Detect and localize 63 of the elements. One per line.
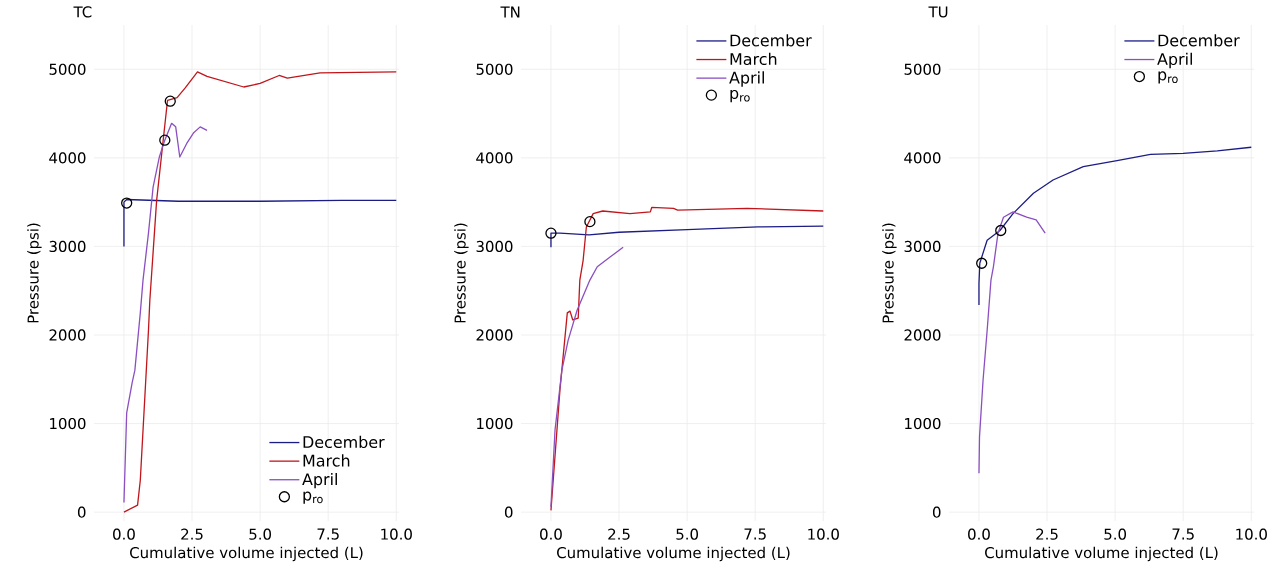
y-tick-label: 0 xyxy=(77,506,86,518)
y-tick-label: 0 xyxy=(504,506,513,518)
x-tick-label: 2.5 xyxy=(1036,528,1058,540)
legend-label: March xyxy=(303,454,350,467)
y-axis-title: Pressure (psi) xyxy=(27,223,42,323)
x-tick-label: 7.5 xyxy=(317,528,339,540)
point xyxy=(164,95,176,107)
x-tick-label: 2.5 xyxy=(181,528,203,540)
legend-label: p$_{ro}$ xyxy=(730,89,750,103)
y-tick-label: 5000 xyxy=(49,63,86,75)
line-series xyxy=(978,146,1252,306)
x-axis-title: Cumulative volume injected (L) xyxy=(557,546,790,562)
x-tick-label: 2.5 xyxy=(608,528,630,540)
x-tick-label: 0.0 xyxy=(540,528,562,540)
x-axis-title: Cumulative volume injected (L) xyxy=(130,546,363,562)
legend-label: December xyxy=(1158,34,1240,47)
y-tick-label: 1000 xyxy=(477,417,513,430)
y-tick-label: 4000 xyxy=(49,152,86,164)
line-series xyxy=(123,122,208,504)
x-tick-label: 0.0 xyxy=(968,528,990,540)
x-axis-title: Cumulative volume injected (L) xyxy=(985,546,1218,562)
y-axis-title: Pressure (psi) xyxy=(454,223,469,323)
y-tick-label: 2000 xyxy=(49,329,86,341)
y-tick-label: 4000 xyxy=(476,152,513,164)
legend-label: p$_{ro}$ xyxy=(303,491,323,504)
y-tick-label: 3000 xyxy=(49,240,86,253)
point xyxy=(121,197,133,209)
y-tick-label: 1000 xyxy=(905,417,941,430)
chart-title: TU xyxy=(928,6,948,18)
x-tick-label: 10.0 xyxy=(808,528,839,540)
line-series xyxy=(550,225,824,248)
legend-label: April xyxy=(729,71,764,87)
y-tick-label: 5000 xyxy=(476,63,513,75)
chart-title: TC xyxy=(73,6,92,18)
y-axis-title: Pressure (psi) xyxy=(882,223,897,323)
legend-label: December xyxy=(730,34,812,47)
line-series xyxy=(123,198,397,248)
legend-label: March xyxy=(730,52,777,66)
x-tick-label: 5.0 xyxy=(1104,528,1127,540)
legend-label: April xyxy=(1157,52,1192,69)
chart-title: TN xyxy=(500,6,520,18)
x-tick-label: 7.5 xyxy=(1172,528,1194,540)
y-tick-label: 0 xyxy=(932,506,941,518)
x-tick-label: 10.0 xyxy=(381,528,412,540)
x-tick-label: 5.0 xyxy=(676,528,699,540)
y-tick-label: 4000 xyxy=(904,152,941,164)
legend-label: April xyxy=(302,472,337,489)
x-tick-label: 0.0 xyxy=(113,528,135,540)
line-series xyxy=(550,246,624,508)
x-tick-label: 5.0 xyxy=(249,528,272,540)
point xyxy=(159,134,171,146)
y-tick-label: 3000 xyxy=(476,240,513,253)
y-tick-label: 5000 xyxy=(904,63,941,75)
x-tick-label: 10.0 xyxy=(1236,528,1267,540)
line-series xyxy=(550,206,824,512)
y-tick-label: 2000 xyxy=(904,329,941,341)
legend-label: December xyxy=(303,435,385,449)
y-tick-label: 2000 xyxy=(476,329,513,341)
y-tick-label: 3000 xyxy=(904,240,941,253)
x-tick-label: 7.5 xyxy=(744,528,766,540)
y-tick-label: 1000 xyxy=(50,417,86,430)
legend-label: p$_{ro}$ xyxy=(1158,71,1178,84)
line-series xyxy=(978,211,1046,474)
